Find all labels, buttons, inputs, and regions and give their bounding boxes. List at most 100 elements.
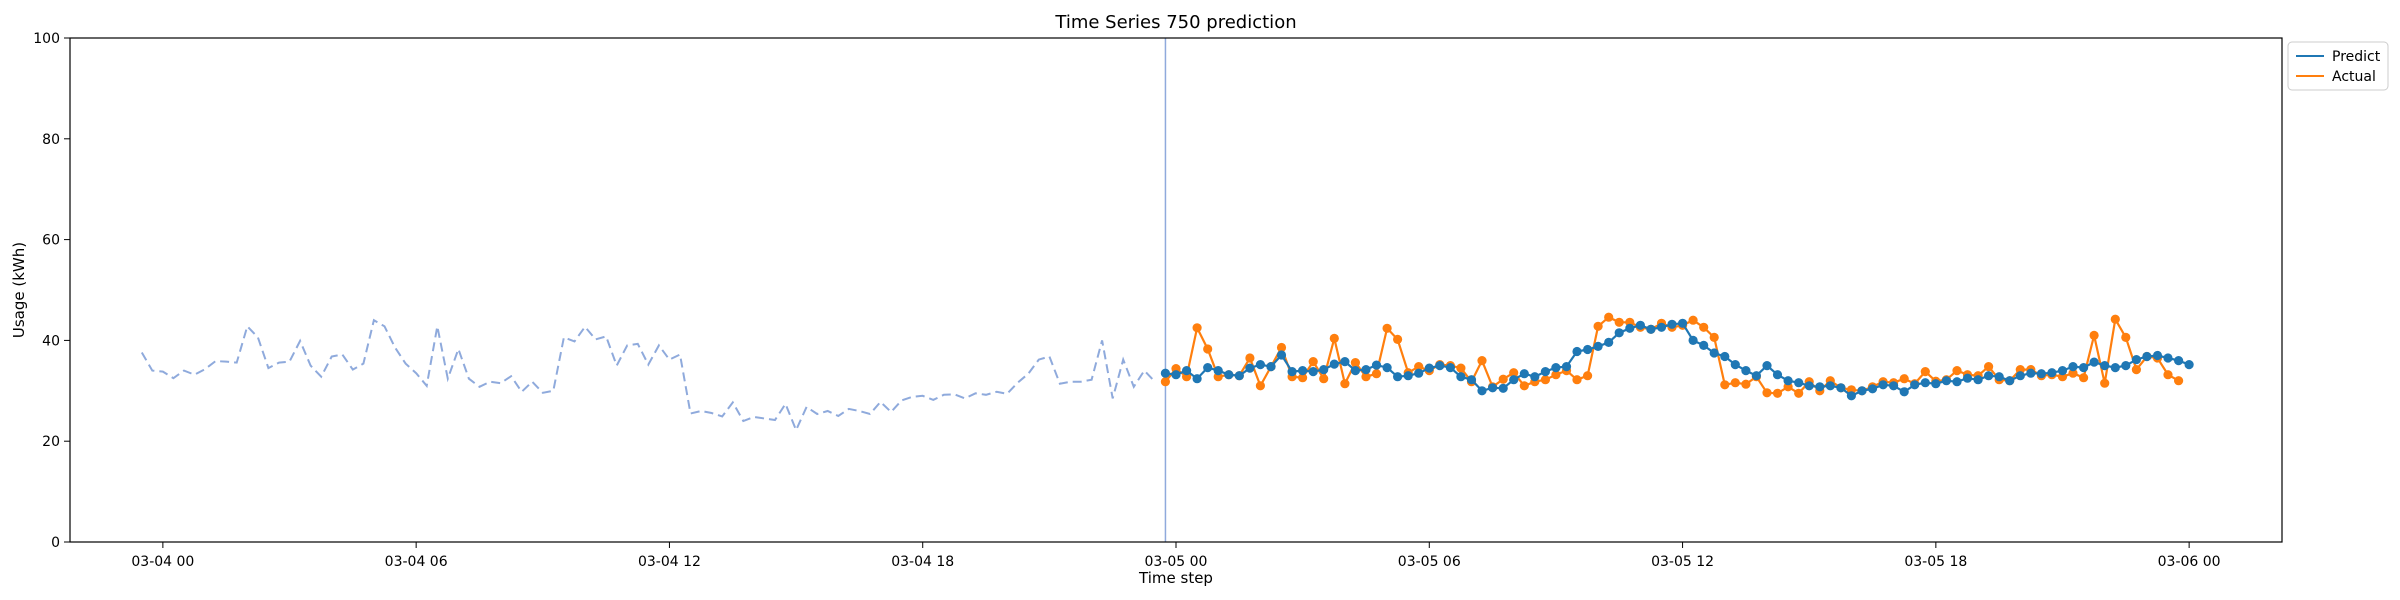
- predict-point: [2015, 371, 2025, 381]
- actual-point: [2079, 373, 2089, 383]
- predict-point: [1646, 324, 1656, 334]
- legend: Predict Actual: [2287, 41, 2389, 91]
- predict-point: [1836, 383, 1846, 393]
- predict-point: [2142, 351, 2152, 362]
- history-line: [140, 318, 1156, 433]
- predict-point: [1825, 381, 1835, 391]
- actual-point: [1329, 333, 1339, 343]
- predict-point: [1846, 391, 1856, 401]
- actual-point: [1920, 367, 1930, 377]
- predict-point: [1688, 335, 1698, 345]
- actual-point: [1730, 378, 1740, 388]
- predict-point: [1751, 371, 1761, 381]
- actual-point: [1255, 381, 1265, 391]
- predict-point: [2057, 366, 2068, 376]
- actual-point: [1699, 322, 1709, 332]
- predict-point: [1804, 381, 1814, 391]
- x-tick-label: 03-05 06: [1398, 554, 1461, 570]
- predict-point: [1276, 350, 1287, 360]
- predict-point: [1625, 323, 1635, 333]
- x-tick-label: 03-06 00: [2158, 554, 2221, 570]
- predict-point: [1213, 366, 1223, 376]
- predict-point: [1361, 365, 1371, 375]
- predict-point: [1899, 387, 1909, 397]
- predict-point: [1203, 363, 1213, 373]
- predict-point: [1445, 363, 1455, 373]
- actual-point: [1160, 377, 1170, 387]
- predict-point: [1920, 378, 1930, 388]
- predict-point: [1583, 344, 1593, 355]
- actual-point: [1688, 315, 1698, 325]
- actual-point: [1319, 374, 1329, 384]
- predict-point: [1371, 360, 1382, 370]
- actual-point: [2174, 376, 2184, 386]
- predict-point: [1699, 340, 1709, 350]
- predict-point: [2079, 363, 2089, 373]
- predict-point: [1319, 365, 1329, 375]
- actual-point: [2089, 330, 2099, 340]
- predict-point: [1741, 366, 1751, 376]
- actual-point: [1477, 356, 1487, 366]
- legend-label-predict: Predict: [2332, 49, 2381, 65]
- actual-point: [1772, 388, 1783, 398]
- actual-point: [1203, 344, 1213, 354]
- actual-point: [1245, 353, 1255, 363]
- chart-title: Time Series 750 prediction: [1054, 12, 1296, 33]
- predict-point: [1456, 372, 1466, 382]
- predict-point: [1561, 362, 1572, 372]
- actual-point: [1604, 312, 1614, 322]
- predict-point: [1308, 367, 1318, 377]
- predict-point: [1393, 372, 1403, 382]
- predict-point: [1709, 348, 1719, 358]
- predict-point: [1815, 382, 1825, 392]
- actual-point: [2121, 332, 2131, 342]
- actual-point: [2100, 378, 2110, 388]
- x-axis-ticks: 03-04 00 03-04 06 03-04 12 03-04 18 03-05 00…: [131, 542, 2221, 570]
- actual-point: [1361, 372, 1371, 382]
- actual-point: [1583, 371, 1593, 381]
- predict-point: [1994, 372, 2004, 382]
- actual-point: [1899, 374, 1909, 384]
- predict-point: [1604, 337, 1614, 347]
- predict-point: [1350, 366, 1360, 376]
- actual-point: [2068, 368, 2078, 378]
- actual-point: [1709, 332, 1719, 342]
- y-tick-label: 80: [42, 132, 60, 148]
- predict-point: [1477, 386, 1487, 396]
- predict-point: [2089, 357, 2099, 367]
- actual-point: [1498, 374, 1508, 384]
- predict-point: [1984, 371, 1994, 381]
- predict-point: [1878, 380, 1888, 390]
- predict-point: [2068, 362, 2078, 372]
- predict-point: [1298, 366, 1308, 376]
- actual-point: [2110, 314, 2120, 324]
- plot-area: [140, 38, 2194, 542]
- predict-point: [1678, 318, 1688, 328]
- y-tick-label: 100: [33, 31, 60, 47]
- actual-point: [1741, 379, 1751, 389]
- actual-point: [1519, 381, 1529, 391]
- actual-point: [2131, 365, 2141, 375]
- predict-point: [2036, 369, 2046, 379]
- actual-point: [1614, 317, 1624, 327]
- x-tick-label: 03-04 18: [891, 554, 954, 570]
- predict-point: [1656, 322, 1667, 332]
- predict-point: [1245, 363, 1255, 373]
- predict-point: [1435, 361, 1445, 371]
- x-tick-label: 03-05 18: [1904, 554, 1967, 570]
- x-tick-label: 03-04 06: [385, 554, 448, 570]
- actual-point: [1551, 370, 1561, 380]
- y-axis-label: Usage (kWh): [10, 242, 28, 338]
- actual-point: [1382, 323, 1392, 333]
- actual-point: [1308, 357, 1318, 367]
- predict-point: [1192, 374, 1202, 384]
- actual-point: [1350, 358, 1360, 368]
- predict-point: [1160, 368, 1170, 378]
- actual-point: [1720, 380, 1730, 390]
- predict-point: [2152, 350, 2163, 361]
- x-tick-label: 03-05 12: [1651, 554, 1714, 570]
- predict-point: [2005, 376, 2015, 386]
- predict-point: [1794, 378, 1804, 388]
